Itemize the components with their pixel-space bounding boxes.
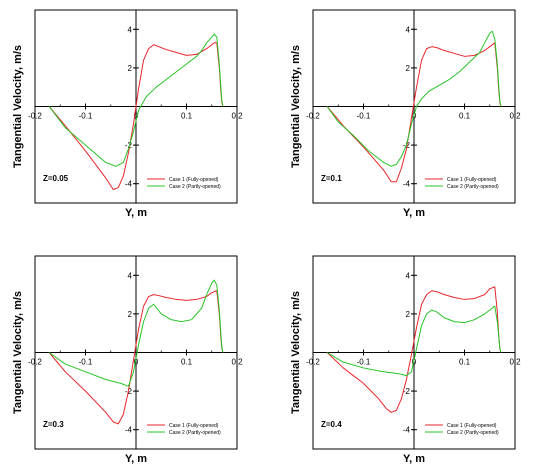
y-tick-label: -4	[125, 180, 133, 189]
x-tick-label: -0.2	[28, 112, 42, 121]
x-tick-label: 0.1	[181, 358, 193, 367]
y-tick-label: -4	[403, 426, 411, 435]
series-line-case1	[48, 290, 224, 425]
legend-entry: Case 1 (Fully-opened)	[169, 177, 219, 183]
z-annotation: Z=0.1	[321, 174, 342, 183]
x-tick-label: 0.2	[509, 358, 521, 367]
y-axis-title: Tangential Velocity, m/s	[12, 45, 24, 168]
x-tick-label: -0.1	[79, 358, 93, 367]
legend-entry: Case 2 (Partly-opened)	[447, 184, 499, 190]
legend-entry: Case 1 (Fully-opened)	[447, 177, 497, 183]
chart-panel-4: -0.2 -0.1 0 0.1 0.2 -4 -2 2 4 Z=0.4 Case 1 (Fully-…	[290, 255, 521, 465]
y-tick-label: 4	[128, 25, 133, 34]
y-tick-label: 2	[406, 310, 411, 319]
y-axis-title: Tangential Velocity, m/s	[290, 291, 302, 414]
series-line-case2	[48, 33, 224, 167]
x-tick-label: 0	[134, 358, 139, 367]
x-axis-title: Y, m	[403, 453, 425, 465]
x-axis-title: Y, m	[125, 207, 147, 219]
legend-entry: Case 1 (Fully-opened)	[169, 423, 219, 429]
legend-entry: Case 2 (Partly-opened)	[169, 430, 221, 436]
legend-entry: Case 2 (Partly-opened)	[169, 184, 221, 190]
y-tick-label: 2	[406, 64, 411, 73]
series-line-case1	[326, 286, 502, 413]
x-tick-label: -0.1	[79, 112, 93, 121]
x-tick-label: -0.1	[357, 358, 371, 367]
series-line-case2	[326, 30, 502, 167]
x-tick-label: -0.2	[306, 358, 320, 367]
y-tick-label: -4	[403, 180, 411, 189]
x-tick-label: -0.2	[306, 112, 320, 121]
y-tick-label: 4	[406, 25, 411, 34]
x-axis-title: Y, m	[125, 453, 147, 465]
y-tick-label: 4	[128, 271, 133, 280]
x-axis-title: Y, m	[403, 207, 425, 219]
y-tick-label: 2	[128, 310, 133, 319]
x-tick-label: -0.2	[28, 358, 42, 367]
chart-panel-1: -0.2 -0.1 0 0.1 0.2 -4 -2 2 4 Z=0.05 Case 1 (Fully…	[12, 9, 243, 219]
y-tick-label: 4	[406, 271, 411, 280]
x-tick-label: 0	[412, 358, 417, 367]
x-tick-label: 0.1	[181, 112, 193, 121]
series-line-case1	[48, 42, 224, 190]
x-tick-label: -0.1	[357, 112, 371, 121]
y-axis-title: Tangential Velocity, m/s	[290, 45, 302, 168]
x-tick-label: 0.2	[231, 358, 243, 367]
series-line-case2	[48, 279, 224, 387]
x-tick-label: 0.1	[459, 112, 471, 121]
x-tick-label: 0.1	[459, 358, 471, 367]
z-annotation: Z=0.4	[321, 420, 342, 429]
x-tick-label: 0.2	[231, 112, 243, 121]
series-line-case2	[326, 305, 502, 377]
legend-entry: Case 1 (Fully-opened)	[447, 423, 497, 429]
y-tick-label: -2	[403, 387, 411, 396]
z-annotation: Z=0.3	[43, 420, 64, 429]
y-tick-label: 2	[128, 64, 133, 73]
x-tick-label: 0.2	[509, 112, 521, 121]
legend-entry: Case 2 (Partly-opened)	[447, 430, 499, 436]
y-tick-label: -2	[125, 141, 133, 150]
y-axis-title: Tangential Velocity, m/s	[12, 291, 24, 414]
z-annotation: Z=0.05	[43, 174, 69, 183]
x-tick-label: 0	[134, 112, 139, 121]
y-tick-label: -4	[125, 426, 133, 435]
